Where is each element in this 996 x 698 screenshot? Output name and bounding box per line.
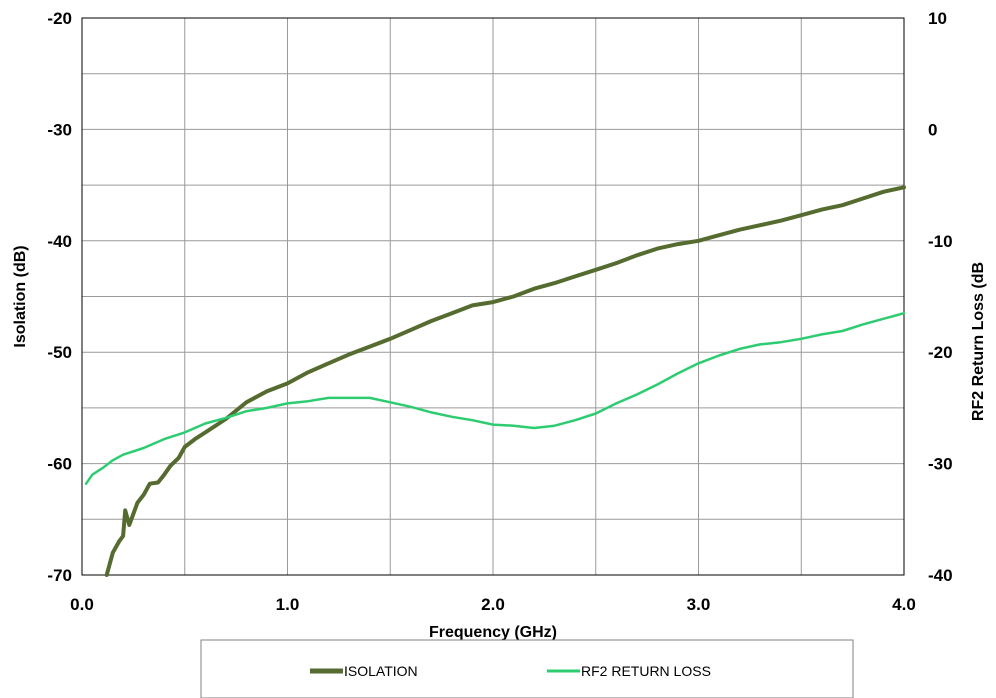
- x-tick-label: 1.0: [276, 595, 300, 614]
- y-right-axis-title: RF2 Return Loss (dB: [970, 262, 987, 421]
- series-line-return-loss: [84, 311, 906, 485]
- tick-labels: 0.0 1.0 2.0 3.0 4.0 -20 -30 -40 -50 -60 -70 10 0 -10 -…: [47, 9, 952, 614]
- y-right-tick-label: -20: [928, 343, 953, 362]
- x-axis-title: Frequency (GHz): [429, 624, 557, 641]
- y-right-tick-label: 10: [928, 9, 947, 28]
- y-right-tick-label: 0: [928, 120, 937, 139]
- legend-label-isolation: ISOLATION: [344, 663, 418, 679]
- y-left-tick-label: -30: [47, 120, 72, 139]
- y-right-tick-label: -40: [928, 566, 953, 585]
- y-left-tick-label: -20: [47, 9, 72, 28]
- y-left-tick-label: -50: [47, 343, 72, 362]
- y-right-tick-label: -30: [928, 455, 953, 474]
- plot-border: [81, 17, 905, 576]
- legend: ISOLATION RF2 RETURN LOSS: [200, 639, 854, 698]
- y-right-tick-label: -10: [928, 232, 953, 251]
- x-tick-label: 3.0: [687, 595, 711, 614]
- y-left-tick-label: -70: [47, 566, 72, 585]
- x-tick-label: 0.0: [70, 595, 94, 614]
- legend-box: [200, 639, 854, 698]
- x-tick-label: 4.0: [892, 595, 916, 614]
- series-layer: [84, 185, 906, 577]
- legend-label-return-loss: RF2 RETURN LOSS: [581, 663, 711, 679]
- grid-lines: [82, 18, 904, 575]
- y-left-tick-label: -40: [47, 232, 72, 251]
- x-tick-label: 2.0: [481, 595, 505, 614]
- series-line-isolation: [104, 185, 906, 577]
- y-left-axis-title: Isolation (dB): [12, 245, 29, 347]
- y-left-tick-label: -60: [47, 455, 72, 474]
